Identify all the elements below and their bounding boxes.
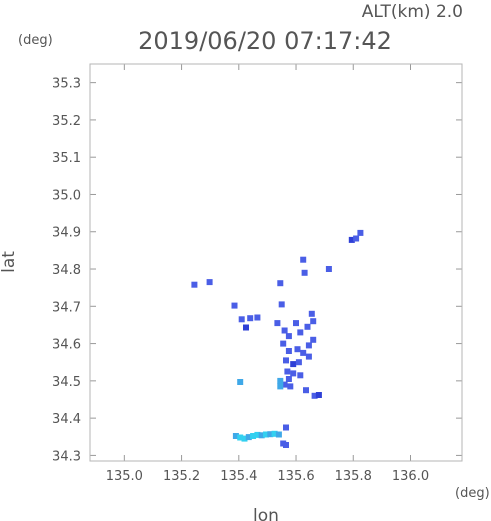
x-axis-label: lon: [253, 506, 279, 521]
echo-point: [237, 379, 244, 385]
y-tick-label: 35.3: [52, 77, 81, 92]
echo-point: [303, 387, 309, 394]
echo-point: [304, 323, 311, 330]
echo-point: [283, 424, 289, 431]
echo-point: [247, 315, 254, 322]
echo-point: [284, 368, 291, 375]
echo-point: [263, 431, 269, 438]
y-tick-label: 34.5: [52, 375, 81, 390]
echo-point: [287, 383, 294, 390]
y-tick-label: 35.2: [52, 114, 81, 129]
echo-point: [301, 269, 308, 276]
echo-point: [275, 431, 282, 438]
x-tick-label: 135.2: [163, 469, 200, 484]
echo-point: [241, 435, 248, 442]
echo-point: [245, 434, 252, 441]
x-tick-label: 135.4: [220, 469, 257, 484]
echo-point: [315, 392, 322, 398]
echo-point: [310, 336, 317, 343]
y-unit-label: (deg): [18, 33, 53, 48]
echo-point: [283, 357, 289, 364]
echo-point: [250, 433, 257, 439]
x-tick-label: 135.0: [106, 469, 143, 484]
echo-point: [238, 316, 245, 323]
echo-point: [305, 353, 312, 360]
echo-point: [254, 314, 261, 321]
echo-point: [243, 324, 249, 331]
echo-point: [294, 346, 301, 353]
echo-point: [237, 434, 244, 441]
echo-point: [277, 383, 284, 390]
echo-point: [281, 381, 288, 388]
echo-point: [297, 329, 304, 336]
y-tick-label: 34.3: [52, 449, 81, 464]
echo-point: [280, 340, 287, 347]
echo-point: [300, 256, 307, 263]
echo-point: [277, 377, 284, 384]
echo-point: [348, 236, 355, 243]
y-tick-label: 35.1: [52, 151, 81, 166]
echo-point: [285, 376, 292, 382]
echo-point: [283, 442, 289, 448]
echo-point: [267, 431, 274, 438]
x-tick-label: 136.0: [392, 469, 429, 484]
echo-point: [295, 359, 302, 366]
altitude-label: ALT(km) 2.0: [362, 2, 463, 22]
y-tick-label: 35.0: [52, 188, 81, 203]
echo-point: [311, 392, 318, 399]
y-tick-label: 34.9: [52, 226, 81, 241]
echo-point: [285, 348, 292, 354]
x-tick-label: 135.8: [335, 469, 372, 484]
echo-point: [231, 302, 238, 309]
echo-point: [310, 318, 317, 325]
echo-point: [254, 431, 261, 438]
echo-point: [300, 349, 307, 356]
y-tick-label: 34.7: [52, 300, 81, 315]
echo-point: [357, 229, 364, 236]
echo-point: [285, 333, 292, 340]
echo-point: [297, 372, 304, 379]
echo-point: [308, 310, 315, 317]
echo-point: [191, 281, 198, 288]
axis-ticks: 135.0 135.2 135.4 135.6 135.8 136.0 34.3 34.4 34…: [52, 64, 462, 484]
y-tick-label: 34.8: [52, 263, 81, 278]
echo-point: [232, 433, 239, 439]
echo-point: [278, 301, 285, 308]
echo-point: [274, 320, 281, 327]
x-tick-label: 135.6: [277, 469, 314, 484]
echo-points: [191, 229, 364, 448]
echo-point: [353, 235, 360, 242]
echo-point: [281, 327, 288, 334]
echo-point: [293, 320, 299, 327]
y-axis-label: lat: [0, 251, 19, 273]
echo-point: [305, 342, 312, 349]
x-unit-label: (deg): [455, 486, 490, 501]
echo-point: [258, 432, 265, 439]
echo-point: [290, 361, 297, 368]
y-tick-label: 34.4: [52, 412, 81, 427]
echo-point: [206, 279, 213, 286]
plot-area-frame: [89, 63, 463, 462]
echo-point: [325, 266, 332, 272]
y-tick-label: 34.6: [52, 338, 81, 353]
chart-title-timestamp: 2019/06/20 07:17:42: [138, 27, 392, 55]
echo-point: [271, 430, 278, 437]
echo-point: [290, 370, 297, 377]
echo-point: [277, 280, 284, 287]
